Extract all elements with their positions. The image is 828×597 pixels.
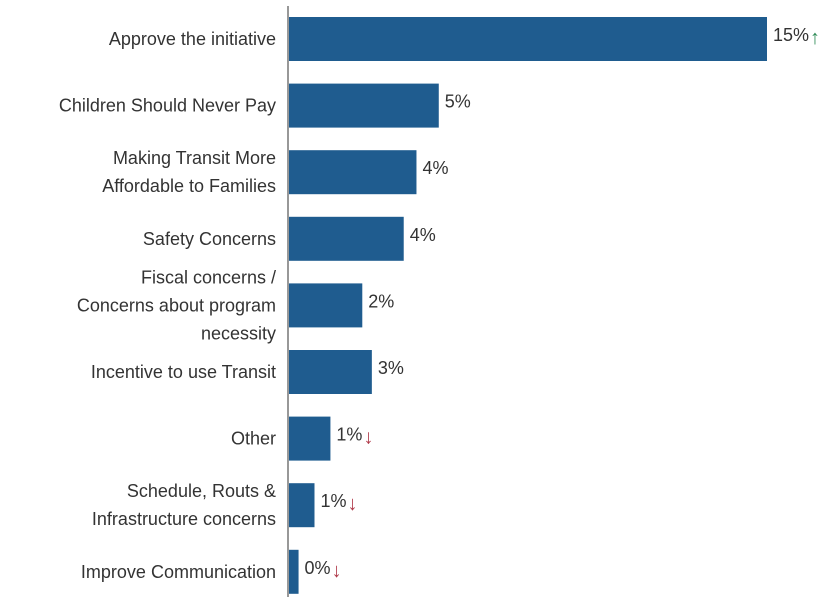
category-label: Other (231, 429, 276, 449)
trend-down-icon: ↓ (363, 427, 373, 449)
category-label: Schedule, Routs & Infrastructure concerns (92, 481, 276, 529)
bar (289, 416, 331, 461)
bar (289, 216, 404, 261)
trend-down-icon: ↓ (348, 493, 358, 515)
category-label: Fiscal concerns / Concerns about program n… (77, 267, 276, 343)
bar (289, 483, 315, 528)
value-label: 0%↓ (305, 558, 342, 582)
category-label: Children Should Never Pay (59, 96, 276, 116)
value-label: 4% (410, 225, 436, 245)
value-label: 2% (368, 291, 394, 311)
value-label: 1%↓ (336, 425, 373, 449)
bar (289, 350, 372, 394)
value-label: 15%↑ (773, 25, 820, 49)
value-label: 1%↓ (320, 491, 357, 515)
bar (289, 283, 363, 328)
bar (289, 150, 417, 195)
trend-up-icon: ↑ (810, 27, 820, 49)
bar (289, 17, 767, 61)
category-label: Safety Concerns (143, 229, 276, 249)
category-label: Incentive to use Transit (91, 362, 276, 382)
value-label: 3% (378, 358, 404, 378)
trend-down-icon: ↓ (332, 560, 342, 582)
category-label: Making Transit More Affordable to Familie… (102, 148, 276, 196)
category-label: Improve Communication (81, 562, 276, 582)
value-label: 4% (422, 158, 448, 178)
bar (289, 549, 299, 594)
bar (289, 83, 439, 128)
category-label: Approve the initiative (109, 29, 276, 49)
value-label: 5% (445, 92, 471, 112)
